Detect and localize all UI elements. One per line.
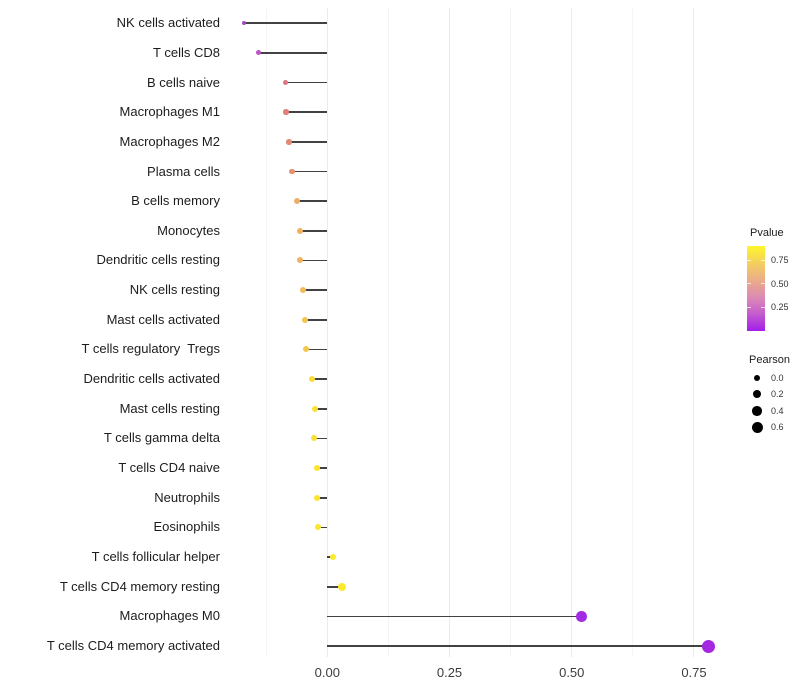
y-axis-label: Monocytes bbox=[157, 222, 220, 238]
lollipop-segment bbox=[297, 200, 328, 202]
pvalue-bar-tick bbox=[761, 306, 765, 308]
pvalue-bar-tick bbox=[761, 283, 765, 285]
lollipop-dot bbox=[312, 405, 319, 412]
y-axis-label: B cells naive bbox=[147, 74, 220, 90]
lollipop-dot bbox=[300, 287, 307, 294]
y-axis-label: Dendritic cells resting bbox=[96, 252, 220, 268]
y-axis-label: T cells CD8 bbox=[153, 44, 220, 60]
lollipop-segment bbox=[312, 378, 328, 380]
y-axis-label: T cells CD4 memory resting bbox=[59, 578, 220, 594]
pvalue-gradient-bar bbox=[747, 246, 765, 331]
lollipop-segment bbox=[303, 289, 328, 291]
lollipop-dot bbox=[302, 316, 309, 323]
y-axis-label: Plasma cells bbox=[147, 163, 220, 179]
lollipop-segment bbox=[314, 437, 328, 440]
grid-minor-line bbox=[387, 8, 389, 657]
lollipop-dot bbox=[311, 435, 318, 442]
lollipop-segment bbox=[285, 81, 328, 84]
lollipop-dot bbox=[302, 346, 309, 353]
lollipop-segment bbox=[316, 467, 328, 469]
lollipop-dot bbox=[338, 582, 347, 591]
lollipop-segment bbox=[316, 496, 328, 499]
pvalue-bar-tick bbox=[747, 283, 751, 285]
pvalue-bar-tick bbox=[761, 259, 765, 261]
lollipop-dot bbox=[289, 168, 295, 175]
x-axis-tick-label: 0.25 bbox=[436, 665, 463, 680]
lollipop-dot bbox=[329, 553, 337, 561]
y-axis-label: Macrophages M2 bbox=[119, 133, 220, 149]
x-axis-tick-label: 0.50 bbox=[559, 665, 585, 680]
pearson-size-label: 0.0 bbox=[771, 373, 784, 383]
lollipop-segment bbox=[315, 407, 328, 410]
grid-minor-line bbox=[510, 8, 512, 657]
lollipop-dot bbox=[286, 139, 292, 145]
lollipop-segment bbox=[300, 259, 328, 262]
lollipop-dot bbox=[283, 109, 289, 115]
lollipop-dot bbox=[297, 257, 304, 264]
x-axis-tick-label: 0.75 bbox=[681, 665, 707, 680]
pvalue-tick-label: 0.75 bbox=[771, 255, 789, 266]
grid-major-line bbox=[449, 8, 451, 657]
y-axis-label: NK cells resting bbox=[129, 282, 220, 298]
grid-major-line bbox=[326, 8, 328, 657]
lollipop-segment bbox=[317, 526, 328, 529]
lollipop-segment bbox=[289, 141, 328, 143]
lollipop-dot bbox=[282, 79, 288, 86]
grid-minor-line bbox=[265, 8, 267, 657]
lollipop-dot bbox=[241, 20, 247, 26]
lollipop-dot bbox=[314, 524, 321, 531]
lollipop-dot bbox=[576, 611, 587, 622]
lollipop-segment bbox=[327, 615, 582, 618]
pvalue-bar-tick bbox=[747, 306, 751, 308]
y-axis-label: T cells regulatory Tregs bbox=[81, 341, 220, 357]
pearson-legend-title: Pearson bbox=[749, 354, 790, 366]
lollipop-dot bbox=[313, 494, 320, 501]
y-axis-label: NK cells activated bbox=[116, 15, 220, 31]
lollipop-segment bbox=[305, 319, 328, 321]
lollipop-dot bbox=[297, 227, 304, 234]
y-axis-label: T cells CD4 memory activated bbox=[46, 638, 220, 654]
lollipop-segment bbox=[300, 230, 328, 232]
lollipop-segment bbox=[244, 22, 328, 24]
pearson-size-dot bbox=[753, 390, 761, 399]
grid-minor-line bbox=[632, 8, 634, 657]
lollipop-dot bbox=[256, 50, 262, 56]
y-axis-label: Dendritic cells activated bbox=[83, 371, 220, 387]
y-axis-label: T cells follicular helper bbox=[91, 549, 220, 565]
y-axis-label: Eosinophils bbox=[153, 519, 221, 535]
y-axis-label: T cells CD4 naive bbox=[118, 460, 220, 476]
lollipop-dot bbox=[309, 376, 316, 383]
y-axis-label: Mast cells resting bbox=[119, 400, 220, 416]
lollipop-segment bbox=[327, 645, 709, 647]
pvalue-bar-tick bbox=[747, 259, 751, 261]
pearson-size-label: 0.6 bbox=[771, 422, 784, 433]
pearson-size-dot bbox=[753, 374, 761, 382]
lollipop-segment bbox=[305, 348, 328, 351]
x-axis-tick-label: 0.00 bbox=[314, 665, 340, 680]
lollipop-segment bbox=[292, 170, 328, 173]
grid-major-line bbox=[693, 8, 695, 657]
y-axis-label: B cells memory bbox=[131, 193, 220, 209]
pearson-size-label: 0.2 bbox=[771, 389, 784, 400]
lollipop-dot bbox=[702, 639, 716, 653]
lollipop-segment bbox=[286, 111, 328, 113]
lollipop-dot bbox=[294, 198, 301, 205]
pearson-size-dot bbox=[751, 421, 763, 433]
pvalue-tick-label: 0.25 bbox=[771, 302, 789, 313]
pvalue-legend-title: Pvalue bbox=[750, 227, 784, 239]
y-axis-label: Mast cells activated bbox=[106, 311, 220, 327]
y-axis-label: T cells gamma delta bbox=[103, 430, 220, 446]
lollipop-segment bbox=[258, 52, 328, 54]
pvalue-tick-label: 0.50 bbox=[771, 278, 789, 289]
lollipop-segment bbox=[327, 585, 343, 588]
y-axis-label: Macrophages M1 bbox=[119, 104, 220, 120]
y-axis-label: Neutrophils bbox=[154, 489, 220, 505]
grid-major-line bbox=[571, 8, 573, 657]
y-axis-label: Macrophages M0 bbox=[119, 608, 220, 624]
lollipop-dot bbox=[313, 465, 320, 472]
pearson-size-dot bbox=[752, 406, 762, 416]
pearson-size-label: 0.4 bbox=[771, 405, 784, 416]
